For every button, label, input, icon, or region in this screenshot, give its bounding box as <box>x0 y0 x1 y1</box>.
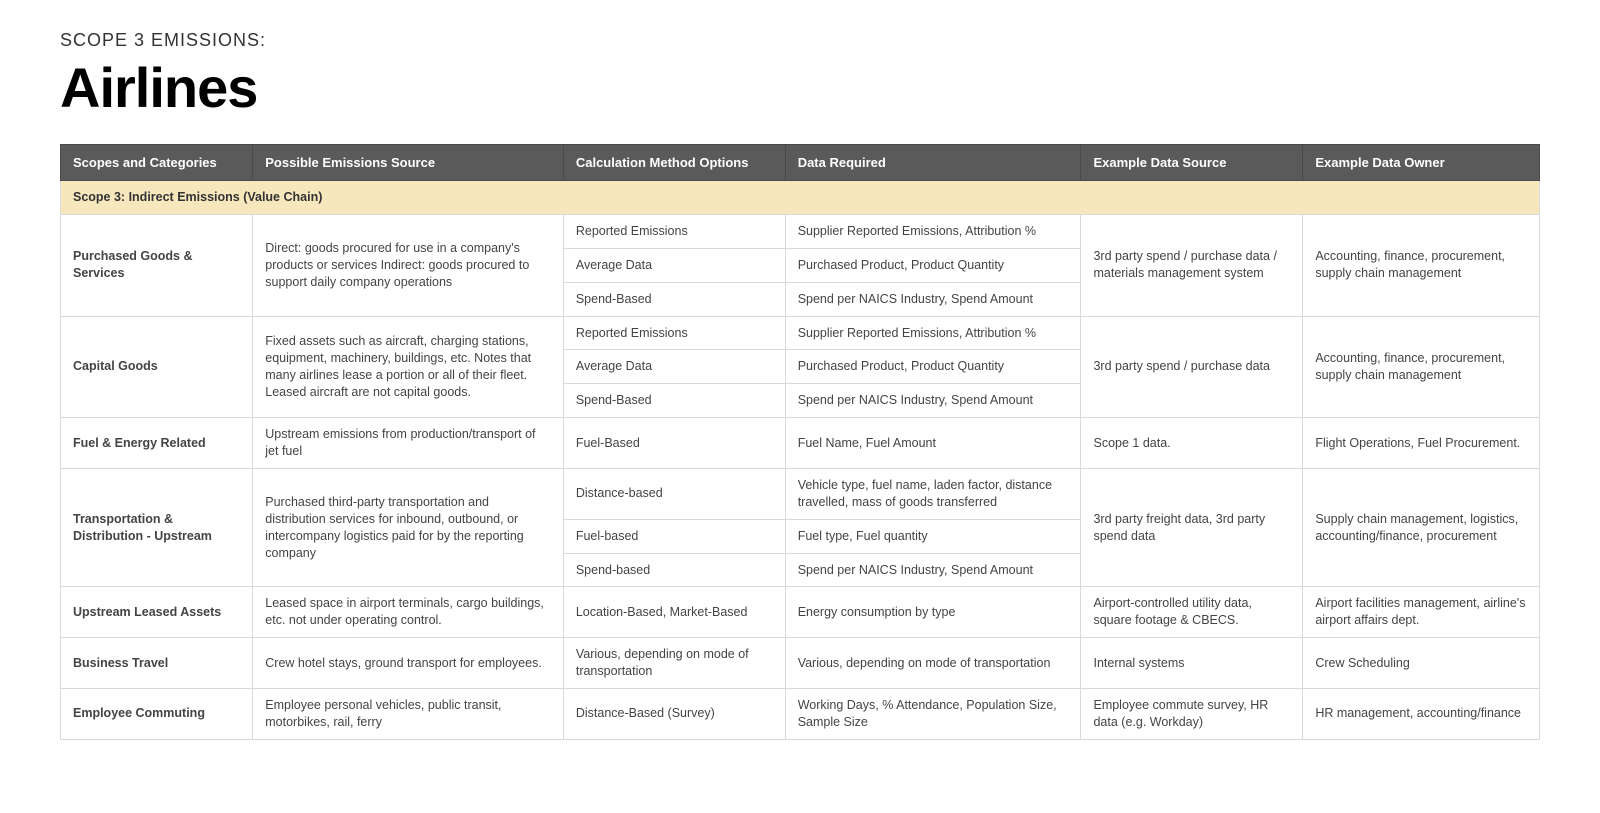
method-cell: Distance-based <box>563 468 785 519</box>
source-cell: Upstream emissions from production/trans… <box>253 418 564 469</box>
source-cell: Employee personal vehicles, public trans… <box>253 688 564 739</box>
data-required-cell: Purchased Product, Product Quantity <box>785 350 1081 384</box>
category-cell: Employee Commuting <box>61 688 253 739</box>
table-row: Upstream Leased AssetsLeased space in ai… <box>61 587 1540 638</box>
data-required-cell: Spend per NAICS Industry, Spend Amount <box>785 282 1081 316</box>
method-cell: Reported Emissions <box>563 214 785 248</box>
col-header-method: Calculation Method Options <box>563 145 785 181</box>
page-title: Airlines <box>60 55 1540 120</box>
example-owner-cell: Airport facilities management, airline's… <box>1303 587 1540 638</box>
source-cell: Leased space in airport terminals, cargo… <box>253 587 564 638</box>
method-cell: Spend-based <box>563 553 785 587</box>
category-cell: Business Travel <box>61 638 253 689</box>
method-cell: Location-Based, Market-Based <box>563 587 785 638</box>
example-source-cell: Airport-controlled utility data, square … <box>1081 587 1303 638</box>
data-required-cell: Various, depending on mode of transporta… <box>785 638 1081 689</box>
source-cell: Purchased third-party transportation and… <box>253 468 564 587</box>
method-cell: Spend-Based <box>563 384 785 418</box>
example-source-cell: Employee commute survey, HR data (e.g. W… <box>1081 688 1303 739</box>
data-required-cell: Spend per NAICS Industry, Spend Amount <box>785 553 1081 587</box>
example-source-cell: 3rd party spend / purchase data <box>1081 316 1303 418</box>
method-cell: Spend-Based <box>563 282 785 316</box>
col-header-data-required: Data Required <box>785 145 1081 181</box>
section-row: Scope 3: Indirect Emissions (Value Chain… <box>61 181 1540 215</box>
table-header: Scopes and Categories Possible Emissions… <box>61 145 1540 181</box>
data-required-cell: Vehicle type, fuel name, laden factor, d… <box>785 468 1081 519</box>
table-body: Scope 3: Indirect Emissions (Value Chain… <box>61 181 1540 740</box>
source-cell: Crew hotel stays, ground transport for e… <box>253 638 564 689</box>
table-row: Business TravelCrew hotel stays, ground … <box>61 638 1540 689</box>
table-row: Purchased Goods & ServicesDirect: goods … <box>61 214 1540 248</box>
source-cell: Direct: goods procured for use in a comp… <box>253 214 564 316</box>
example-source-cell: 3rd party freight data, 3rd party spend … <box>1081 468 1303 587</box>
method-cell: Average Data <box>563 248 785 282</box>
data-required-cell: Supplier Reported Emissions, Attribution… <box>785 214 1081 248</box>
method-cell: Various, depending on mode of transporta… <box>563 638 785 689</box>
section-label: Scope 3: Indirect Emissions (Value Chain… <box>61 181 1540 215</box>
data-required-cell: Working Days, % Attendance, Population S… <box>785 688 1081 739</box>
col-header-scopes: Scopes and Categories <box>61 145 253 181</box>
method-cell: Fuel-Based <box>563 418 785 469</box>
example-owner-cell: Supply chain management, logistics, acco… <box>1303 468 1540 587</box>
data-required-cell: Supplier Reported Emissions, Attribution… <box>785 316 1081 350</box>
method-cell: Reported Emissions <box>563 316 785 350</box>
method-cell: Average Data <box>563 350 785 384</box>
example-owner-cell: Accounting, finance, procurement, supply… <box>1303 316 1540 418</box>
table-row: Capital GoodsFixed assets such as aircra… <box>61 316 1540 350</box>
category-cell: Transportation & Distribution - Upstream <box>61 468 253 587</box>
table-row: Employee CommutingEmployee personal vehi… <box>61 688 1540 739</box>
category-cell: Upstream Leased Assets <box>61 587 253 638</box>
data-required-cell: Fuel type, Fuel quantity <box>785 519 1081 553</box>
category-cell: Purchased Goods & Services <box>61 214 253 316</box>
category-cell: Fuel & Energy Related <box>61 418 253 469</box>
method-cell: Fuel-based <box>563 519 785 553</box>
example-owner-cell: HR management, accounting/finance <box>1303 688 1540 739</box>
data-required-cell: Energy consumption by type <box>785 587 1081 638</box>
col-header-example-owner: Example Data Owner <box>1303 145 1540 181</box>
data-required-cell: Purchased Product, Product Quantity <box>785 248 1081 282</box>
source-cell: Fixed assets such as aircraft, charging … <box>253 316 564 418</box>
data-required-cell: Fuel Name, Fuel Amount <box>785 418 1081 469</box>
eyebrow-label: SCOPE 3 EMISSIONS: <box>60 30 1540 51</box>
example-source-cell: Scope 1 data. <box>1081 418 1303 469</box>
col-header-source: Possible Emissions Source <box>253 145 564 181</box>
example-source-cell: Internal systems <box>1081 638 1303 689</box>
example-source-cell: 3rd party spend / purchase data / materi… <box>1081 214 1303 316</box>
category-cell: Capital Goods <box>61 316 253 418</box>
example-owner-cell: Flight Operations, Fuel Procurement. <box>1303 418 1540 469</box>
data-required-cell: Spend per NAICS Industry, Spend Amount <box>785 384 1081 418</box>
col-header-example-source: Example Data Source <box>1081 145 1303 181</box>
example-owner-cell: Accounting, finance, procurement, supply… <box>1303 214 1540 316</box>
table-row: Transportation & Distribution - Upstream… <box>61 468 1540 519</box>
example-owner-cell: Crew Scheduling <box>1303 638 1540 689</box>
emissions-table: Scopes and Categories Possible Emissions… <box>60 144 1540 740</box>
table-row: Fuel & Energy RelatedUpstream emissions … <box>61 418 1540 469</box>
method-cell: Distance-Based (Survey) <box>563 688 785 739</box>
